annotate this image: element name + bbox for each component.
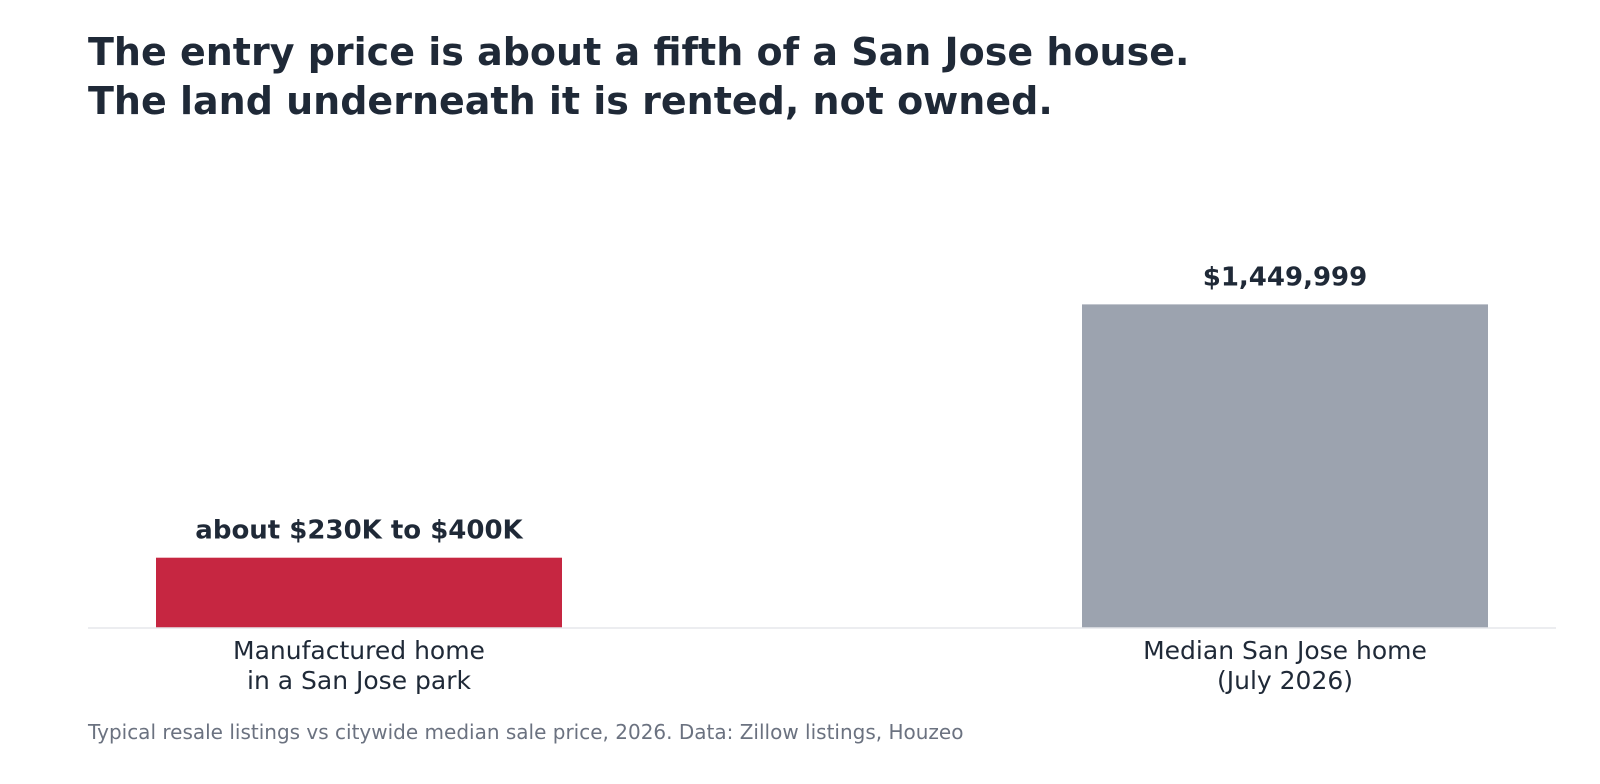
bar-value-label-2: $1,449,999 (1203, 262, 1367, 292)
chart-caption: Typical resale listings vs citywide medi… (88, 720, 964, 744)
category-label-1-line-1: Manufactured home (233, 636, 485, 665)
chart-title: The entry price is about a fifth of a Sa… (88, 28, 1189, 126)
bar-2 (1082, 304, 1488, 628)
category-label-2-line-2: (July 2026) (1217, 666, 1353, 695)
chart-title-line-1: The entry price is about a fifth of a Sa… (88, 30, 1190, 74)
category-label-2-line-1: Median San Jose home (1143, 636, 1427, 665)
bar-1 (156, 557, 562, 628)
category-label-1-line-2: in a San Jose park (247, 666, 471, 695)
bar-value-label-1: about $230K to $400K (195, 516, 523, 546)
chart-title-line-2: The land underneath it is rented, not ow… (88, 79, 1053, 123)
